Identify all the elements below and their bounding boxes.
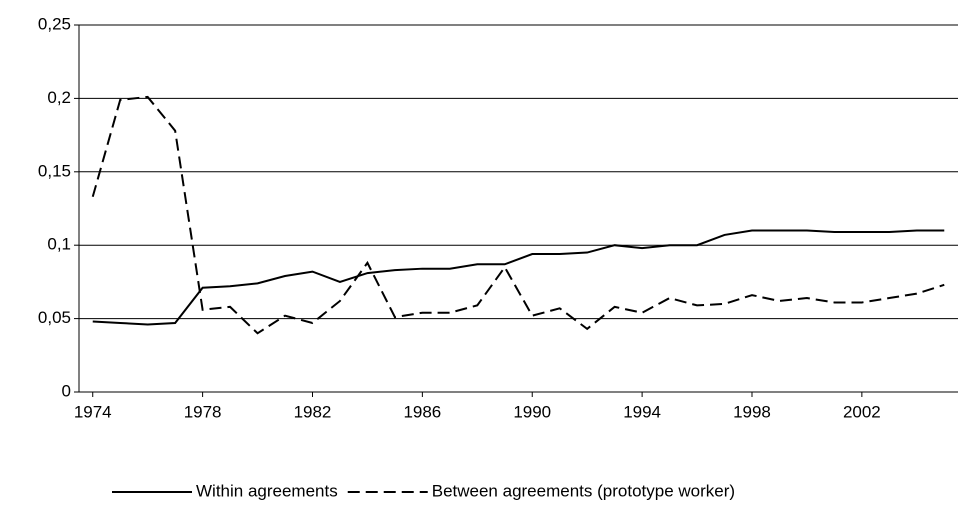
y-tick-label: 0,15	[38, 161, 71, 180]
line-series	[91, 95, 945, 335]
y-tick-label: 0,1	[47, 235, 71, 254]
y-tick-label: 0	[62, 381, 71, 400]
y-tick-label: 0,05	[38, 308, 71, 327]
legend-label: Between agreements (prototype worker)	[432, 481, 735, 500]
x-tick-label: 1986	[403, 402, 441, 421]
legend-label: Within agreements	[196, 481, 338, 500]
x-tick-label: 2002	[843, 402, 881, 421]
y-tick-label: 0,25	[38, 14, 71, 33]
x-tick-label: 1990	[513, 402, 551, 421]
y-tick-label: 0,2	[47, 88, 71, 107]
x-tick-label: 1982	[294, 402, 332, 421]
x-tick-label: 1974	[74, 402, 112, 421]
x-tick-label: 1994	[623, 402, 661, 421]
line-series	[92, 229, 945, 326]
x-tick-label: 1978	[184, 402, 222, 421]
x-tick-label: 1998	[733, 402, 771, 421]
